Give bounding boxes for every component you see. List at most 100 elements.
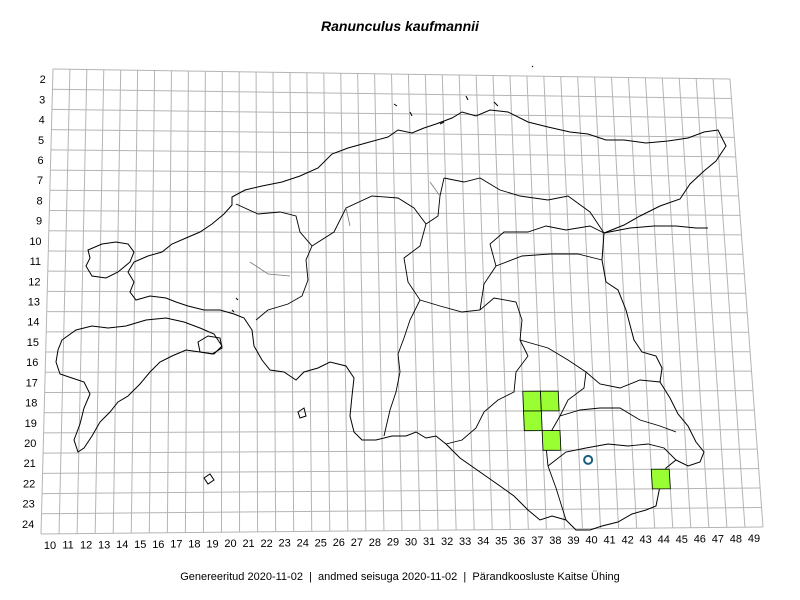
grid-line-horizontal — [45, 370, 752, 373]
grid-line-vertical — [374, 73, 385, 531]
grid-line-vertical — [166, 70, 172, 533]
organization-name: Pärandkoosluste Kaitse Ühing — [472, 571, 620, 583]
row-tick-label: 13 — [28, 297, 40, 309]
historic-occurrence-marker — [583, 454, 594, 465]
grid-line-vertical — [644, 77, 674, 528]
grid-line-horizontal — [47, 290, 746, 294]
column-tick-label: 46 — [694, 534, 706, 546]
column-tick-label: 38 — [549, 535, 561, 547]
grid-line-vertical — [340, 73, 349, 532]
row-tick-label: 4 — [39, 115, 45, 127]
row-tick-label: 3 — [39, 94, 45, 106]
column-tick-label: 18 — [188, 539, 200, 551]
grid-line-vertical — [407, 74, 421, 531]
grid-line-vertical — [255, 71, 259, 532]
row-tick-label: 11 — [30, 256, 41, 268]
row-tick-label: 17 — [26, 377, 38, 389]
row-tick-label: 22 — [23, 478, 35, 490]
grid-line-vertical — [424, 74, 439, 531]
saaremaa-island — [55, 317, 223, 453]
row-tick-label: 16 — [26, 357, 38, 369]
grid-line-horizontal — [41, 507, 762, 515]
grid-line-horizontal — [43, 448, 758, 454]
column-tick-label: 45 — [676, 534, 688, 546]
grid-line-vertical — [661, 77, 692, 528]
row-tick-label: 21 — [24, 458, 36, 470]
row-tick-label: 7 — [37, 175, 43, 187]
grid-line-horizontal — [48, 230, 742, 236]
grid-line-vertical — [40, 68, 54, 535]
column-tick-label: 30 — [405, 536, 417, 548]
column-tick-label: 47 — [712, 533, 724, 545]
grid-line-vertical — [148, 70, 156, 533]
column-tick-labels: 10 11 12 13 14 15 16 17 18 19 20 21 22 23 24 25 26 27 28 29… — [44, 533, 760, 552]
grid-line-vertical — [221, 71, 223, 533]
grid-line-horizontal — [50, 169, 738, 177]
occurrence-layer — [522, 390, 671, 490]
grid-line-vertical — [130, 70, 139, 534]
grid-line-vertical — [526, 75, 547, 530]
row-tick-label: 12 — [28, 276, 40, 288]
grid-line-vertical — [594, 76, 620, 529]
footer-separator: | — [309, 571, 312, 583]
grid-line-vertical — [306, 72, 313, 532]
grid-line-vertical — [94, 69, 105, 534]
estonia-outline — [55, 65, 727, 531]
column-tick-label: 24 — [297, 537, 309, 549]
column-tick-label: 32 — [441, 536, 453, 548]
grid-line-vertical — [202, 71, 206, 533]
column-tick-label: 42 — [622, 534, 634, 546]
row-tick-label: 24 — [22, 519, 34, 531]
grid-line-vertical — [184, 70, 189, 533]
row-tick-label: 9 — [36, 216, 42, 228]
column-tick-label: 27 — [351, 537, 363, 549]
grid-line-vertical — [678, 78, 710, 528]
column-tick-label: 22 — [261, 538, 273, 550]
grid-line-vertical — [695, 78, 728, 528]
column-tick-label: 25 — [315, 537, 327, 549]
row-tick-label: 5 — [38, 135, 44, 147]
grid-line-horizontal — [52, 88, 732, 99]
column-tick-label: 15 — [134, 539, 146, 551]
column-tick-label: 23 — [279, 538, 291, 550]
ruhnu-island — [203, 473, 215, 485]
row-tick-label: 18 — [25, 398, 37, 410]
grid-line-vertical — [475, 75, 493, 530]
row-tick-label: 15 — [27, 337, 39, 349]
grid-line-horizontal — [52, 68, 731, 80]
footer-separator: | — [463, 571, 467, 583]
column-tick-label: 34 — [477, 536, 489, 548]
grid-line-horizontal — [43, 429, 756, 434]
grid-line-vertical — [58, 69, 71, 534]
column-tick-label: 19 — [206, 538, 218, 550]
column-tick-label: 36 — [513, 535, 525, 547]
grid-line-vertical — [611, 77, 638, 529]
grid-line-horizontal — [51, 108, 733, 119]
grid-line-vertical — [543, 76, 565, 529]
north-coast-islets — [231, 65, 534, 313]
column-tick-label: 21 — [242, 538, 254, 550]
grid-line-vertical — [509, 75, 529, 530]
row-tick-label: 2 — [40, 74, 46, 86]
row-tick-label: 14 — [27, 317, 39, 329]
mainland-coastline — [127, 109, 727, 531]
column-tick-label: 29 — [387, 537, 399, 549]
inner-borders — [249, 181, 441, 277]
column-tick-label: 17 — [170, 539, 182, 551]
column-tick-label: 40 — [585, 535, 597, 547]
row-tick-label: 19 — [25, 418, 37, 430]
map-title: Ranunculus kaufmannii — [321, 18, 479, 34]
grid-line-horizontal — [50, 149, 736, 158]
grid-line-vertical — [272, 72, 277, 532]
grid-line-horizontal — [46, 311, 748, 314]
column-tick-label: 12 — [80, 540, 92, 552]
occurrence-cell — [650, 468, 671, 490]
column-tick-label: 43 — [640, 534, 652, 546]
column-tick-label: 49 — [748, 533, 760, 545]
grid-line-vertical — [458, 74, 475, 530]
column-tick-label: 33 — [459, 536, 471, 548]
grid-line-vertical — [357, 73, 367, 531]
grid-line-horizontal — [42, 468, 759, 474]
column-tick-label: 39 — [567, 535, 579, 547]
